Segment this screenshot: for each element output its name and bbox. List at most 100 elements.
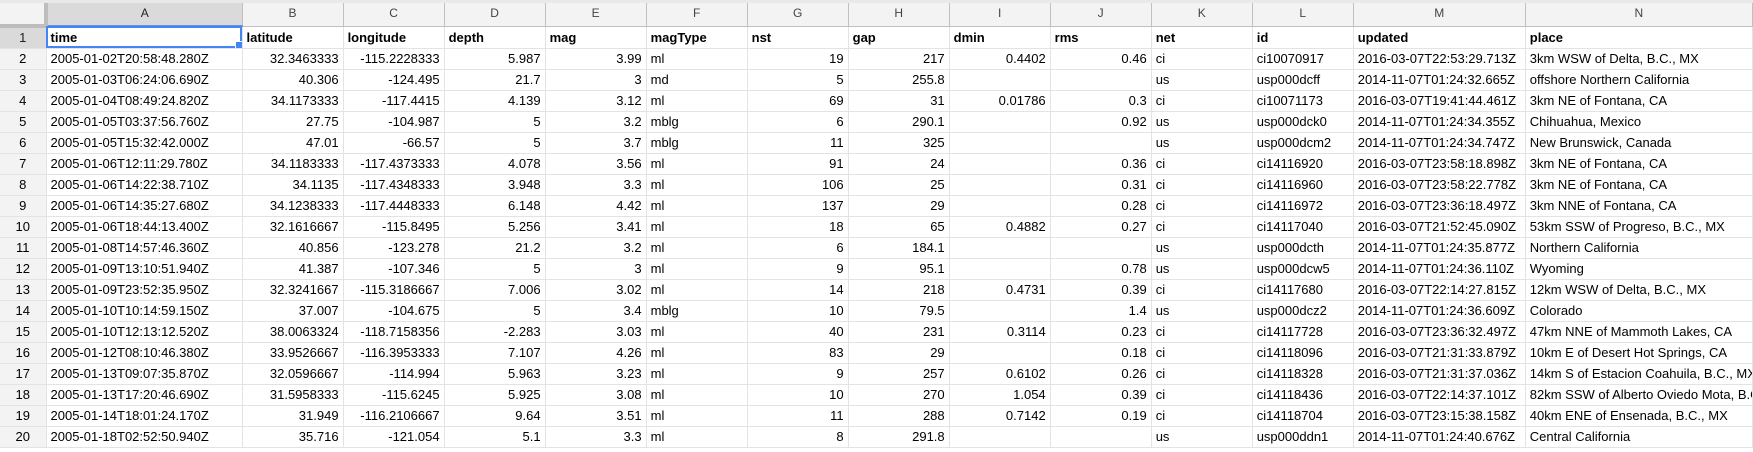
cell-g6[interactable]: 11: [747, 132, 849, 154]
cell-d15[interactable]: -2.283: [444, 321, 546, 343]
cell-i8[interactable]: [949, 174, 1051, 196]
cell-h11[interactable]: 184.1: [848, 237, 950, 259]
cell-f18[interactable]: ml: [646, 384, 748, 406]
cell-a5[interactable]: 2005-01-05T03:37:56.760Z: [46, 111, 243, 133]
cell-a13[interactable]: 2005-01-09T23:52:35.950Z: [46, 279, 243, 301]
cell-j5[interactable]: 0.92: [1050, 111, 1152, 133]
cell-n10[interactable]: 53km SSW of Progreso, B.C., MX: [1525, 216, 1753, 238]
cell-c2[interactable]: -115.2228333: [343, 48, 445, 70]
cell-i20[interactable]: [949, 426, 1051, 448]
column-header-j[interactable]: J: [1050, 0, 1152, 27]
cell-e6[interactable]: 3.7: [545, 132, 647, 154]
cell-f5[interactable]: mblg: [646, 111, 748, 133]
cell-d20[interactable]: 5.1: [444, 426, 546, 448]
cell-l18[interactable]: ci14118436: [1252, 384, 1354, 406]
cell-h4[interactable]: 31: [848, 90, 950, 112]
cell-g13[interactable]: 14: [747, 279, 849, 301]
cell-g3[interactable]: 5: [747, 69, 849, 91]
cell-f9[interactable]: ml: [646, 195, 748, 217]
cell-l12[interactable]: usp000dcw5: [1252, 258, 1354, 280]
cell-i5[interactable]: [949, 111, 1051, 133]
cell-l5[interactable]: usp000dck0: [1252, 111, 1354, 133]
cell-j9[interactable]: 0.28: [1050, 195, 1152, 217]
cell-e11[interactable]: 3.2: [545, 237, 647, 259]
cell-c15[interactable]: -118.7158356: [343, 321, 445, 343]
cell-e2[interactable]: 3.99: [545, 48, 647, 70]
cell-a20[interactable]: 2005-01-18T02:52:50.940Z: [46, 426, 243, 448]
cell-m7[interactable]: 2016-03-07T23:58:18.898Z: [1353, 153, 1526, 175]
cell-b8[interactable]: 34.1135: [242, 174, 344, 196]
cell-k17[interactable]: ci: [1151, 363, 1253, 385]
cell-c3[interactable]: -124.495: [343, 69, 445, 91]
cell-n19[interactable]: 40km ENE of Ensenada, B.C., MX: [1525, 405, 1753, 427]
cell-f13[interactable]: ml: [646, 279, 748, 301]
cell-f4[interactable]: ml: [646, 90, 748, 112]
cell-g10[interactable]: 18: [747, 216, 849, 238]
cell-e14[interactable]: 3.4: [545, 300, 647, 322]
cell-n20[interactable]: Central California: [1525, 426, 1753, 448]
row-header-9[interactable]: 9: [0, 195, 47, 217]
cell-c10[interactable]: -115.8495: [343, 216, 445, 238]
cell-n18[interactable]: 82km SSW of Alberto Oviedo Mota, B.C., M…: [1525, 384, 1753, 406]
cell-l17[interactable]: ci14118328: [1252, 363, 1354, 385]
column-header-c[interactable]: C: [343, 0, 445, 27]
cell-e9[interactable]: 4.42: [545, 195, 647, 217]
row-header-7[interactable]: 7: [0, 153, 47, 175]
cell-i17[interactable]: 0.6102: [949, 363, 1051, 385]
cell-m3[interactable]: 2014-11-07T01:24:32.665Z: [1353, 69, 1526, 91]
cell-n17[interactable]: 14km S of Estacion Coahuila, B.C., MX: [1525, 363, 1753, 385]
cell-k6[interactable]: us: [1151, 132, 1253, 154]
cell-e20[interactable]: 3.3: [545, 426, 647, 448]
cell-j4[interactable]: 0.3: [1050, 90, 1152, 112]
cell-m6[interactable]: 2014-11-07T01:24:34.747Z: [1353, 132, 1526, 154]
cell-l15[interactable]: ci14117728: [1252, 321, 1354, 343]
cell-j1[interactable]: rms: [1050, 26, 1152, 49]
cell-d4[interactable]: 4.139: [444, 90, 546, 112]
cell-a19[interactable]: 2005-01-14T18:01:24.170Z: [46, 405, 243, 427]
cell-h2[interactable]: 217: [848, 48, 950, 70]
column-header-m[interactable]: M: [1353, 0, 1526, 27]
cell-n13[interactable]: 12km WSW of Delta, B.C., MX: [1525, 279, 1753, 301]
row-header-10[interactable]: 10: [0, 216, 47, 238]
cell-d14[interactable]: 5: [444, 300, 546, 322]
cell-k10[interactable]: ci: [1151, 216, 1253, 238]
cell-b15[interactable]: 38.0063324: [242, 321, 344, 343]
cell-a1[interactable]: time: [46, 26, 243, 49]
cell-k1[interactable]: net: [1151, 26, 1253, 49]
cell-c4[interactable]: -117.4415: [343, 90, 445, 112]
cell-d16[interactable]: 7.107: [444, 342, 546, 364]
cell-e18[interactable]: 3.08: [545, 384, 647, 406]
cell-l14[interactable]: usp000dcz2: [1252, 300, 1354, 322]
cell-a6[interactable]: 2005-01-05T15:32:42.000Z: [46, 132, 243, 154]
cell-j12[interactable]: 0.78: [1050, 258, 1152, 280]
cell-d9[interactable]: 6.148: [444, 195, 546, 217]
cell-k14[interactable]: us: [1151, 300, 1253, 322]
cell-c16[interactable]: -116.3953333: [343, 342, 445, 364]
cell-h3[interactable]: 255.8: [848, 69, 950, 91]
row-header-8[interactable]: 8: [0, 174, 47, 196]
cell-i15[interactable]: 0.3114: [949, 321, 1051, 343]
cell-a17[interactable]: 2005-01-13T09:07:35.870Z: [46, 363, 243, 385]
row-header-2[interactable]: 2: [0, 48, 47, 70]
cell-j8[interactable]: 0.31: [1050, 174, 1152, 196]
cell-i9[interactable]: [949, 195, 1051, 217]
row-header-4[interactable]: 4: [0, 90, 47, 112]
row-header-5[interactable]: 5: [0, 111, 47, 133]
cell-j19[interactable]: 0.19: [1050, 405, 1152, 427]
cell-k11[interactable]: us: [1151, 237, 1253, 259]
cell-g8[interactable]: 106: [747, 174, 849, 196]
cell-h13[interactable]: 218: [848, 279, 950, 301]
cell-b10[interactable]: 32.1616667: [242, 216, 344, 238]
cell-k12[interactable]: us: [1151, 258, 1253, 280]
row-header-17[interactable]: 17: [0, 363, 47, 385]
row-header-14[interactable]: 14: [0, 300, 47, 322]
cell-j14[interactable]: 1.4: [1050, 300, 1152, 322]
cell-a9[interactable]: 2005-01-06T14:35:27.680Z: [46, 195, 243, 217]
row-header-1[interactable]: 1: [0, 26, 47, 49]
cell-l4[interactable]: ci10071173: [1252, 90, 1354, 112]
cell-b12[interactable]: 41.387: [242, 258, 344, 280]
cell-f1[interactable]: magType: [646, 26, 748, 49]
cell-d18[interactable]: 5.925: [444, 384, 546, 406]
cell-h7[interactable]: 24: [848, 153, 950, 175]
cell-l8[interactable]: ci14116960: [1252, 174, 1354, 196]
